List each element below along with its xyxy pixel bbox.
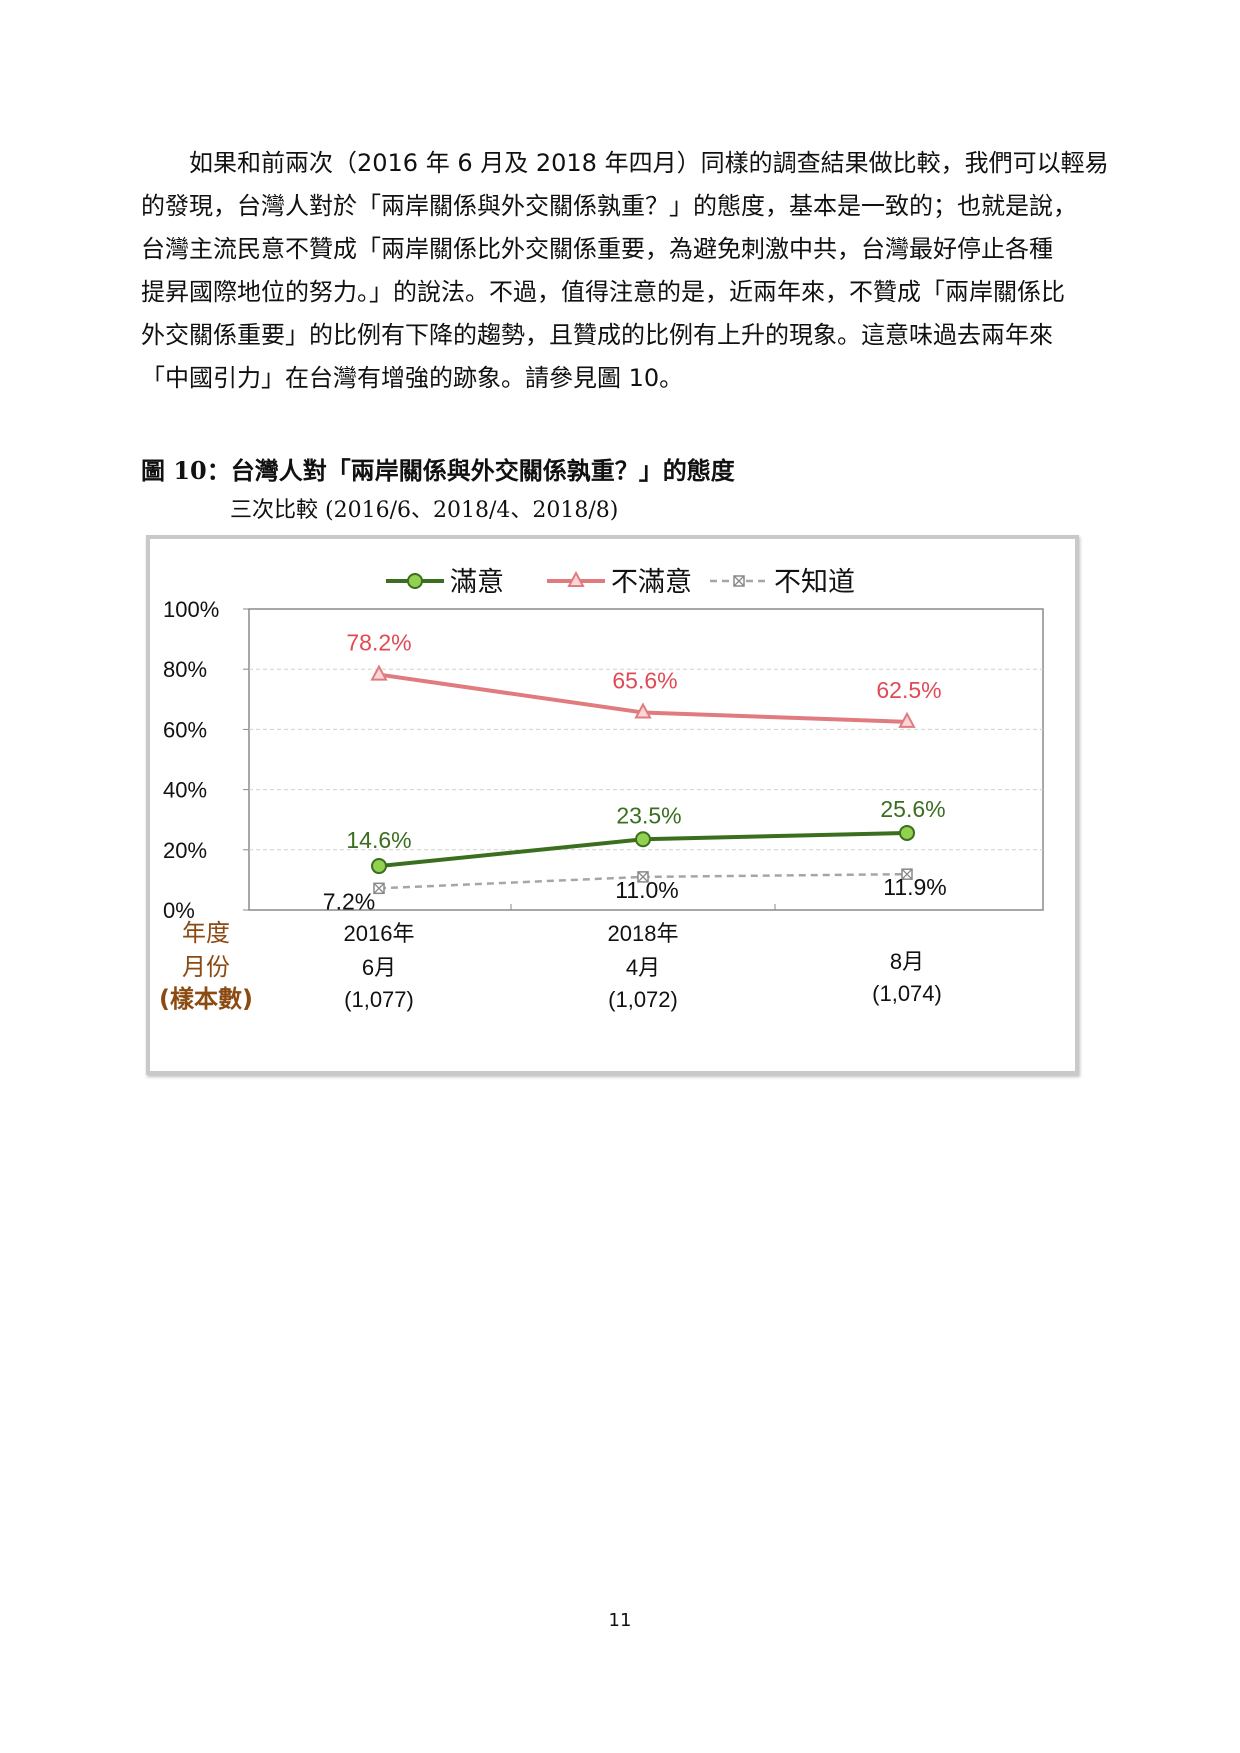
data-point [370, 664, 388, 681]
x-category-month: 8月 [890, 949, 924, 974]
legend-marker [567, 570, 585, 587]
y-tick-label: 40% [163, 778, 207, 803]
data-label: 23.5% [616, 802, 681, 828]
data-label: 14.6% [346, 827, 411, 853]
body-paragraph: 如果和前兩次（2016 年 6 月及 2018 年四月）同樣的調查結果做比較，我… [141, 142, 1109, 400]
data-point-cross [901, 868, 913, 880]
paragraph-line: 外交關係重要」的比例有下降的趨勢，且贊成的比例有上升的現象。這意味過去兩年來 [141, 321, 1053, 349]
y-tick-label: 20% [163, 838, 207, 863]
x-category-year: 2016年 [344, 921, 415, 946]
figure-subtitle: 三次比較 (2016/6、2018/4、2018/8) [230, 498, 619, 523]
x-category-sample: (1,074) [872, 981, 942, 1006]
x-category-month: 6月 [362, 955, 396, 980]
legend-label: 不知道 [774, 567, 855, 598]
paragraph-line: 提昇國際地位的努力。」的說法。不過，值得注意的是，近兩年來，不贊成「兩岸關係比 [141, 278, 1065, 306]
x-category-year: 2018年 [608, 921, 679, 946]
paragraph-line: 「中國引力」在台灣有增強的跡象。請參見圖 10。 [141, 364, 684, 392]
row-label: 年度 [182, 919, 230, 947]
x-category-month: 4月 [626, 955, 660, 980]
paragraph-line: 如果和前兩次（2016 年 6 月及 2018 年四月）同樣的調查結果做比較，我… [141, 149, 1109, 177]
figure-title: 圖 10：台灣人對「兩岸關係與外交關係孰重？」的態度 [141, 456, 735, 485]
paragraph-line: 台灣主流民意不贊成「兩岸關係比外交關係重要，為避免刺激中共，台灣最好停止各種 [141, 235, 1053, 263]
data-label: 62.5% [876, 677, 941, 703]
chart-frame: 0% 20% 40% 60% 80% 100% 14.6% 23.5% 25.6% 78.2% 65… [146, 535, 1079, 1075]
paragraph-line: 的發現，台灣人對於「兩岸關係與外交關係孰重？」的態度，基本是一致的；也就是說， [141, 192, 1077, 220]
data-label: 25.6% [880, 796, 945, 822]
x-category-sample: (1,072) [608, 987, 678, 1012]
x-category-sample: (1,077) [344, 987, 414, 1012]
data-label: 78.2% [346, 630, 411, 656]
legend-marker [407, 573, 423, 589]
data-point [898, 711, 916, 728]
y-tick-label: 0% [163, 898, 195, 923]
data-point [635, 831, 651, 848]
data-label: 11.9% [883, 874, 947, 900]
legend-marker-cross [733, 575, 745, 587]
legend-label: 滿意 [450, 567, 504, 598]
y-tick-label: 100% [163, 597, 219, 622]
page-number: 11 [608, 1610, 632, 1631]
data-label: 7.2% [323, 888, 375, 914]
row-label: 月份 [182, 953, 230, 981]
data-point-cross [637, 871, 649, 883]
row-label: (樣本數) [159, 985, 253, 1013]
data-point-cross [373, 882, 385, 894]
data-point [899, 824, 915, 841]
legend-label: 不滿意 [611, 567, 692, 598]
y-tick-label: 80% [163, 657, 207, 682]
data-point [634, 702, 652, 719]
y-tick-label: 60% [163, 717, 207, 742]
line-chart: 0% 20% 40% 60% 80% 100% 14.6% 23.5% 25.6% 78.2% 65… [159, 567, 1044, 1013]
data-label: 65.6% [612, 668, 677, 694]
data-label: 11.0% [615, 877, 679, 903]
data-point [371, 858, 387, 875]
